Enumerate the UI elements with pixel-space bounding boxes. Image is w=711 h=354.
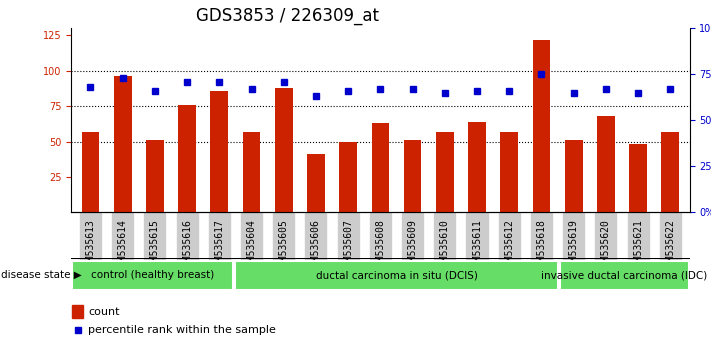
Text: GDS3853 / 226309_at: GDS3853 / 226309_at <box>196 7 379 25</box>
Bar <box>210 91 228 212</box>
Bar <box>565 140 582 212</box>
Bar <box>436 132 454 212</box>
Bar <box>73 305 83 319</box>
Text: ductal carcinoma in situ (DCIS): ductal carcinoma in situ (DCIS) <box>316 270 478 280</box>
Text: control (healthy breast): control (healthy breast) <box>91 270 214 280</box>
Bar <box>242 132 260 212</box>
Bar <box>114 76 132 212</box>
Bar <box>82 132 100 212</box>
Text: count: count <box>88 307 120 317</box>
Text: disease state ▶: disease state ▶ <box>1 270 82 280</box>
Bar <box>501 132 518 212</box>
Bar <box>629 144 647 212</box>
FancyBboxPatch shape <box>560 261 689 290</box>
Bar <box>661 132 679 212</box>
Bar <box>533 40 550 212</box>
Bar <box>275 88 293 212</box>
FancyBboxPatch shape <box>72 261 233 290</box>
Bar <box>404 140 422 212</box>
Bar <box>597 116 615 212</box>
Bar <box>146 140 164 212</box>
Bar <box>468 122 486 212</box>
Bar <box>178 105 196 212</box>
Text: invasive ductal carcinoma (IDC): invasive ductal carcinoma (IDC) <box>542 270 707 280</box>
Bar <box>307 154 325 212</box>
Bar <box>372 123 389 212</box>
Text: percentile rank within the sample: percentile rank within the sample <box>88 325 277 335</box>
FancyBboxPatch shape <box>235 261 558 290</box>
Bar <box>339 142 357 212</box>
